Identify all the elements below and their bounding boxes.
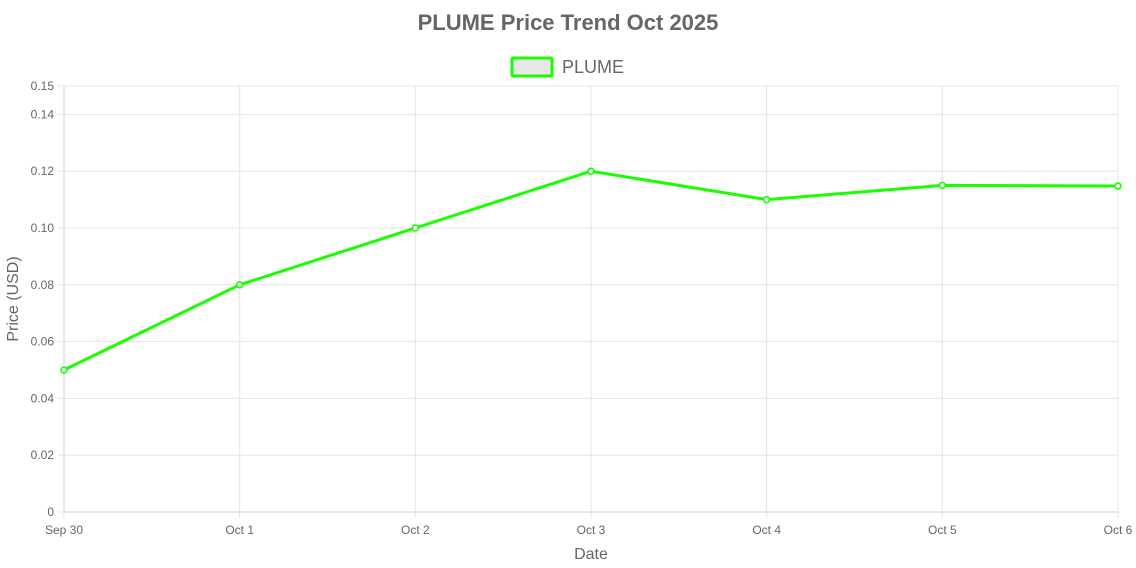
data-point[interactable] [938,181,947,190]
x-tick-label: Oct 3 [577,523,606,537]
x-tick-label: Sep 30 [45,523,83,537]
y-tick-label: 0 [47,505,54,519]
y-tick-labels: 0 0.02 0.04 0.06 0.08 0.10 0.12 0.14 0.15 [31,79,55,519]
y-axis-label: Price (USD) [5,256,22,341]
legend[interactable]: PLUME [510,56,624,78]
x-gridlines [63,86,1119,518]
legend-label-plume[interactable]: PLUME [562,57,624,77]
x-tick-label: Oct 1 [225,523,254,537]
y-tick-label: 0.12 [31,164,55,178]
data-point[interactable] [1114,182,1122,190]
x-tick-label: Oct 4 [752,523,781,537]
legend-swatch-plume[interactable] [510,56,554,78]
y-tick-label: 0.10 [31,221,55,235]
y-tick-label: 0.14 [31,107,55,121]
y-tick-label: 0.06 [31,335,55,349]
y-tick-label: 0.02 [31,448,55,462]
y-tick-label: 0.08 [31,278,55,292]
x-tick-labels: Sep 30 Oct 1 Oct 2 Oct 3 Oct 4 Oct 5 Oct 6 [45,523,1133,537]
axes [63,86,1118,513]
y-tick-label: 0.04 [31,391,55,405]
chart-title: PLUME Price Trend Oct 2025 [418,10,719,35]
data-point[interactable] [235,281,244,289]
data-point[interactable] [60,366,68,374]
y-gridlines [58,85,1118,513]
y-tick-label: 0.15 [31,79,55,93]
x-tick-label: Oct 5 [928,523,957,537]
data-point[interactable] [762,195,771,204]
x-axis-label: Date [574,546,608,563]
data-point[interactable] [587,167,595,175]
x-tick-label: Oct 2 [401,523,430,537]
x-tick-label: Oct 6 [1104,523,1133,537]
series-plume [60,167,1122,374]
data-point[interactable] [411,224,420,232]
